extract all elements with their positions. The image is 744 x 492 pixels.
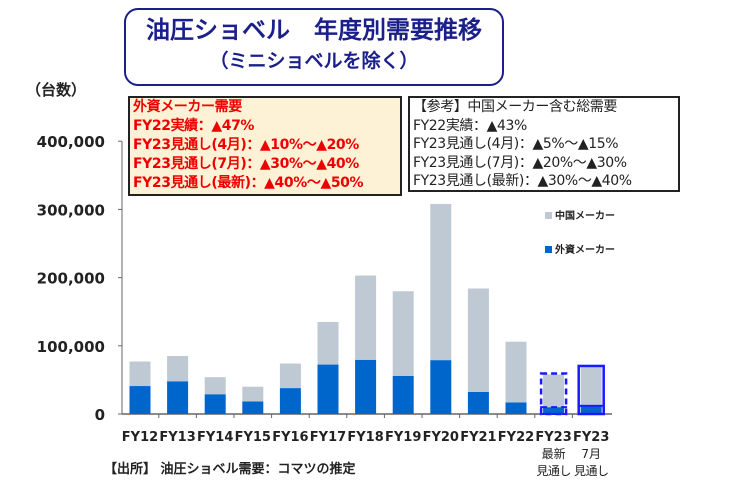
bar-中国メーカー <box>167 356 189 382</box>
title-line1: 油圧ショベル 年度別需要推移 <box>146 16 482 44</box>
x-tick-label: FY16 <box>272 430 308 445</box>
bar-外資メーカー <box>430 360 452 414</box>
bar-外資メーカー <box>317 364 339 414</box>
x-tick-label: FY12 <box>122 430 158 445</box>
legend-swatch <box>545 246 552 253</box>
legend-label: 中国メーカー <box>555 209 615 222</box>
note-line: FY22実績：▲47% <box>133 118 255 134</box>
title-line2: （ミニショベルを除く） <box>209 50 419 72</box>
x-tick-label: FY22 <box>498 430 534 445</box>
bar-外資メーカー <box>505 402 527 414</box>
bar-中国メーカー <box>580 366 602 406</box>
note-line: FY23見通し(7月)：▲30%～▲40% <box>133 156 359 172</box>
x-tick-label: FY14 <box>197 430 233 445</box>
note-line: FY23見通し(4月)：▲10%～▲20% <box>133 137 359 153</box>
x-tick-label: 見通し <box>536 464 571 478</box>
forecast-outline <box>540 406 568 415</box>
bar-外資メーカー <box>580 405 602 414</box>
note-line: 外資メーカー需要 <box>133 99 242 115</box>
chart-title: 油圧ショベル 年度別需要推移 （ミニショベルを除く） <box>124 8 504 86</box>
y-tick-label: 0 <box>95 406 105 424</box>
x-tick-label: 最新 <box>542 446 566 461</box>
bar-中国メーカー <box>505 341 527 403</box>
bar-外資メーカー <box>392 375 414 414</box>
bar-中国メーカー <box>543 374 565 408</box>
bar-中国メーカー <box>467 288 489 392</box>
bar-外資メーカー <box>204 394 226 414</box>
total-demand-note: 【参考】中国メーカー含む総需要 FY22実績：▲43% FY23見通し(4月)：… <box>408 96 680 192</box>
x-tick-label: FY19 <box>385 430 421 445</box>
y-tick-label: 200,000 <box>37 270 105 288</box>
bar-中国メーカー <box>279 363 301 389</box>
x-tick-label: 見通し <box>574 464 609 478</box>
bar-中国メーカー <box>430 203 452 361</box>
x-tick-label: FY20 <box>423 430 459 445</box>
bar-中国メーカー <box>204 377 226 395</box>
bar-中国メーカー <box>355 275 377 360</box>
legend-label: 外資メーカー <box>554 243 615 256</box>
bar-外資メーカー <box>129 386 151 414</box>
forecast-outline <box>539 372 568 416</box>
bar-外資メーカー <box>167 381 189 414</box>
bar-中国メーカー <box>317 321 339 365</box>
bar-中国メーカー <box>242 386 264 402</box>
x-tick-label: FY21 <box>460 430 496 445</box>
x-tick-label: 7月 <box>581 447 601 461</box>
bar-中国メーカー <box>129 361 151 387</box>
y-tick-label: 300,000 <box>37 201 105 219</box>
note-line: FY23見通し(最新)：▲40%～▲50% <box>133 175 364 191</box>
forecast-outline <box>577 404 605 416</box>
x-tick-label: FY17 <box>310 430 346 445</box>
bar-外資メーカー <box>242 401 264 414</box>
bar-外資メーカー <box>279 388 301 414</box>
bar-外資メーカー <box>543 407 565 414</box>
bar-中国メーカー <box>392 291 414 376</box>
note-line: FY22実績：▲43% <box>413 117 527 134</box>
x-tick-label: FY13 <box>159 430 195 445</box>
source-note: 【出所】 油圧ショベル需要：コマツの推定 <box>104 462 356 477</box>
x-tick-label: FY15 <box>235 430 271 445</box>
note-line: FY23見通し(7月)：▲20%～▲30% <box>413 154 627 171</box>
note-line: 【参考】中国メーカー含む総需要 <box>413 99 617 115</box>
note-line: FY23見通し(4月)：▲5%～▲15% <box>413 136 619 152</box>
bar-外資メーカー <box>467 391 489 414</box>
x-tick-label: FY23 <box>535 430 571 445</box>
x-tick-label: FY18 <box>347 430 383 445</box>
legend-swatch <box>545 212 552 219</box>
bar-外資メーカー <box>355 359 377 414</box>
note-line: FY23見通し(最新)：▲30%～▲40% <box>413 173 632 189</box>
y-unit-label: （台数） <box>26 81 87 99</box>
y-tick-label: 400,000 <box>37 133 105 151</box>
foreign-demand-note: 外資メーカー需要 FY22実績：▲47% FY23見通し(4月)：▲10%～▲2… <box>128 96 402 196</box>
y-tick-label: 100,000 <box>37 338 105 356</box>
x-tick-label: FY23 <box>573 430 609 445</box>
